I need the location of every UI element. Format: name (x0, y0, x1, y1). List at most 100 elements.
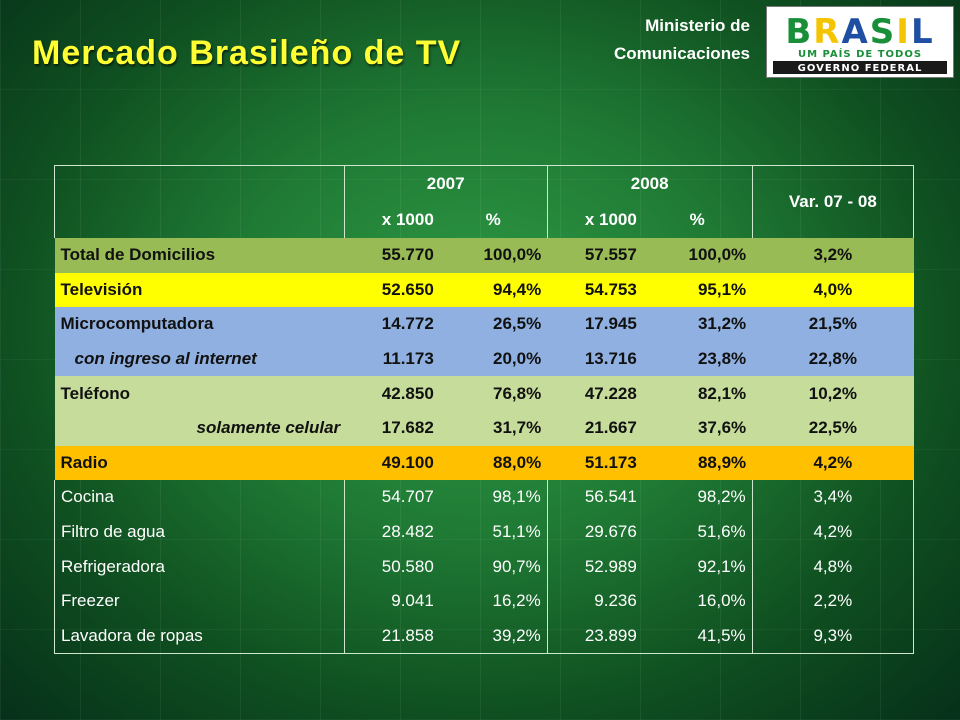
cell-2008-pct: 37,6% (642, 410, 753, 446)
unit-2008-pct: % (689, 210, 705, 229)
cell-2008-pct: 88,9% (642, 445, 753, 481)
ministry-line-1: Ministerio de (645, 16, 750, 35)
cell-2008-value: 17.945 (547, 307, 643, 342)
cell-variation: 4,2% (752, 445, 914, 481)
table-row: Radio 49.100 88,0% 51.173 88,9% 4,2% (54, 445, 914, 481)
cell-2007-pct: 94,4% (439, 272, 548, 308)
table-row: Microcomputadora 14.772 26,5% 17.945 31,… (54, 307, 914, 342)
ministry-name: Ministerio de Comunicaciones (560, 12, 750, 68)
cell-2007-value: 11.173 (344, 341, 440, 377)
cell-2007-value: 54.707 (343, 480, 440, 515)
unit-2007-pct: % (485, 210, 501, 229)
cell-2008-value: 9.236 (546, 583, 643, 619)
cell-2007-pct: 20,0% (439, 341, 548, 377)
slide-title: Mercado Brasileño de TV (32, 34, 462, 72)
cell-variation: 4,0% (752, 272, 914, 308)
logo-tagline: UM PAÍS DE TODOS (798, 47, 922, 60)
cell-2007-value: 52.650 (344, 272, 440, 308)
cell-2007-pct: 98,1% (492, 487, 541, 507)
row-label: Lavadora de ropas (54, 618, 345, 655)
row-label: Radio (54, 445, 345, 481)
table-row: Televisión 52.650 94,4% 54.753 95,1% 4,0… (54, 272, 914, 308)
table-row: Lavadora de ropas 21.858 39,2% 23.899 41… (54, 618, 915, 655)
cell-2008-pct: 41,5% (642, 618, 753, 655)
row-label: Refrigeradora (54, 549, 345, 584)
cell-variation: 4,8% (751, 549, 915, 584)
row-label: Filtro de agua (54, 514, 345, 550)
cell-2007-pct: 51,1% (492, 522, 541, 542)
table-row: Refrigeradora 50.580 90,7% 52.989 92,1% … (54, 549, 915, 584)
cell-2008-value: 54.753 (547, 272, 643, 308)
cell-2008-pct: 92,1% (697, 556, 746, 576)
cell-2008-pct: 82,1% (642, 376, 753, 411)
tv-market-table: 2007 2008 Var. 07 - 08 x 1000 % x 1000 %… (54, 165, 915, 655)
row-label: con ingreso al internet (54, 341, 345, 377)
cell-2007-pct: 90,7% (492, 556, 541, 576)
header-blank-cell (54, 202, 345, 238)
cell-2007-value: 49.100 (344, 445, 440, 481)
cell-2008-pct: 23,8% (642, 341, 753, 377)
cell-variation: 22,5% (752, 410, 914, 446)
svg-text:BRASIL: BRASIL (785, 12, 934, 52)
cell-variation: 21,5% (752, 307, 914, 342)
table-row: Teléfono 42.850 76,8% 47.228 82,1% 10,2% (54, 376, 914, 411)
variation-header: Var. 07 - 08 (751, 165, 915, 238)
cell-2007-value: 17.682 (344, 410, 440, 446)
cell-2007-pct: 76,8% (439, 376, 548, 411)
table-row: Filtro de agua 28.482 51,1% 29.676 51,6%… (54, 514, 915, 550)
table-row: Freezer 9.041 16,2% 9.236 16,0% 2,2% (54, 583, 915, 619)
cell-2008-pct: 100,0% (642, 238, 753, 273)
cell-2007-value: 14.772 (344, 307, 440, 342)
cell-2007-value: 42.850 (344, 376, 440, 411)
cell-2007-value: 9.041 (343, 583, 440, 619)
cell-2007-pct: 100,0% (439, 238, 548, 273)
cell-2007-value: 28.482 (343, 514, 440, 550)
cell-variation: 10,2% (752, 376, 914, 411)
year-header-row: 2007 2008 Var. 07 - 08 (54, 165, 915, 238)
brasil-governo-federal-logo: BRASIL UM PAÍS DE TODOS GOVERNO FEDERAL (766, 6, 954, 78)
ministry-line-2: Comunicaciones (613, 44, 750, 63)
cell-2008-value: 13.716 (547, 341, 643, 377)
cell-variation: 22,8% (752, 341, 914, 377)
cell-variation: 3,2% (752, 238, 914, 273)
cell-2008-value: 29.676 (546, 514, 643, 550)
year-2007-header: 2007 (343, 165, 548, 202)
row-label: Microcomputadora (54, 307, 345, 342)
cell-2007-value: 55.770 (344, 238, 440, 273)
cell-2008-pct: 31,2% (642, 307, 753, 342)
cell-2008-pct: 98,2% (697, 487, 746, 507)
table-row: Total de Domicilios 55.770 100,0% 57.557… (54, 238, 914, 273)
cell-2007-pct: 39,2% (439, 618, 548, 655)
cell-2008-value: 23.899 (546, 618, 643, 655)
table-row: Cocina 54.707 98,1% 56.541 98,2% 3,4% (54, 480, 915, 515)
logo-subtitle: GOVERNO FEDERAL (798, 63, 923, 74)
cell-2008-pct: 16,0% (697, 591, 746, 611)
row-label: Cocina (54, 480, 345, 515)
cell-2007-value: 50.580 (343, 549, 440, 584)
row-label: Freezer (54, 583, 345, 619)
header-blank-cell (54, 165, 345, 202)
cell-variation: 4,2% (751, 514, 915, 550)
table-row: con ingreso al internet 11.173 20,0% 13.… (54, 341, 914, 377)
table-row: solamente celular 17.682 31,7% 21.667 37… (54, 410, 914, 446)
row-label: Televisión (54, 272, 345, 308)
row-label: solamente celular (54, 410, 345, 446)
cell-2007-pct: 31,7% (439, 410, 548, 446)
cell-2008-value: 52.989 (546, 549, 643, 584)
unit-2007-x1000: x 1000 (343, 202, 440, 238)
cell-variation: 2,2% (751, 583, 915, 619)
cell-2008-value: 51.173 (547, 445, 643, 481)
cell-2008-value: 57.557 (547, 238, 643, 273)
cell-2008-value: 47.228 (547, 376, 643, 411)
cell-2008-pct: 51,6% (697, 522, 746, 542)
cell-variation: 9,3% (751, 618, 915, 655)
cell-2008-value: 21.667 (547, 410, 643, 446)
row-label: Teléfono (54, 376, 345, 411)
year-2008-header: 2008 (546, 165, 753, 202)
cell-2007-pct: 88,0% (439, 445, 548, 481)
cell-2008-pct: 95,1% (642, 272, 753, 308)
cell-2007-pct: 26,5% (439, 307, 548, 342)
cell-2007-value: 21.858 (343, 618, 440, 655)
cell-2007-pct: 16,2% (492, 591, 541, 611)
cell-variation: 3,4% (751, 480, 915, 515)
